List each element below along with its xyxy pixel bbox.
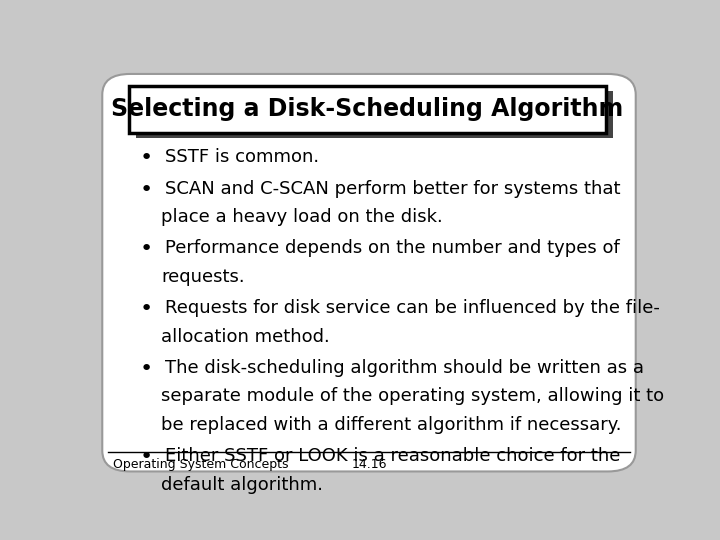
Text: •: • [139,299,153,319]
Text: •: • [139,148,153,168]
Text: Requests for disk service can be influenced by the file-: Requests for disk service can be influen… [166,299,660,318]
FancyBboxPatch shape [129,85,606,133]
Text: The disk-scheduling algorithm should be written as a: The disk-scheduling algorithm should be … [166,359,644,377]
Text: SSTF is common.: SSTF is common. [166,148,320,166]
Text: Either SSTF or LOOK is a reasonable choice for the: Either SSTF or LOOK is a reasonable choi… [166,447,621,465]
Text: SCAN and C-SCAN perform better for systems that: SCAN and C-SCAN perform better for syste… [166,180,621,198]
Text: •: • [139,447,153,467]
Text: 14.16: 14.16 [351,458,387,471]
Text: Operating System Concepts: Operating System Concepts [114,458,289,471]
Text: be replaced with a different algorithm if necessary.: be replaced with a different algorithm i… [161,416,622,434]
Text: place a heavy load on the disk.: place a heavy load on the disk. [161,208,444,226]
FancyBboxPatch shape [136,91,613,138]
Text: Selecting a Disk-Scheduling Algorithm: Selecting a Disk-Scheduling Algorithm [112,98,624,122]
Text: •: • [139,180,153,200]
Text: Performance depends on the number and types of: Performance depends on the number and ty… [166,239,620,258]
FancyBboxPatch shape [102,74,636,471]
Text: •: • [139,239,153,259]
Text: default algorithm.: default algorithm. [161,476,323,494]
Text: •: • [139,359,153,379]
Text: separate module of the operating system, allowing it to: separate module of the operating system,… [161,388,665,406]
Text: allocation method.: allocation method. [161,328,330,346]
Text: requests.: requests. [161,268,245,286]
